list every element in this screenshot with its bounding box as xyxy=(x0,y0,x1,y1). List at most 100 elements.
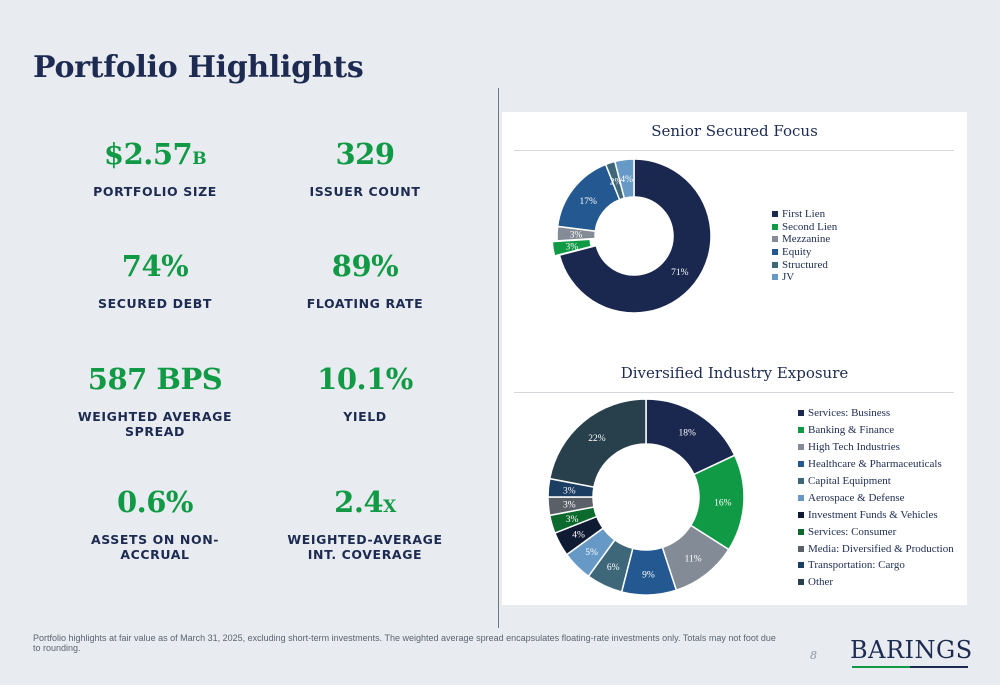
stat-assets-on-non-accrual: 0.6% ASSETS ON NON-ACCRUAL xyxy=(55,485,255,562)
legend-item-media-diversified-production: Media: Diversified & Production xyxy=(798,540,954,557)
data-label-first-lien: 71% xyxy=(671,268,689,278)
data-label-jv: 4% xyxy=(620,175,633,185)
data-label-services-consumer: 3% xyxy=(566,515,579,525)
stat-issuer-count: 329 ISSUER COUNT xyxy=(265,137,465,199)
stat-floating-rate: 89% FLOATING RATE xyxy=(265,249,465,311)
legend-swatch xyxy=(798,427,804,434)
legend-label: Services: Business xyxy=(808,407,891,420)
senior-secured-donut-chart: 71% 3%3% 17% 2%4% xyxy=(551,158,712,314)
stat-secured-debt: 74% SECURED DEBT xyxy=(55,249,255,311)
stat-value: 587 BPS xyxy=(87,362,223,396)
legend-label: Services: Consumer xyxy=(808,525,897,538)
charts-panel: Senior Secured Focus 71% 3% 3% 17% 2% 4% Firs… xyxy=(502,112,967,605)
legend-item-banking-finance: Banking & Finance xyxy=(798,422,954,439)
legend-item-second-lien: Second Lien xyxy=(772,221,837,234)
legend-label: Banking & Finance xyxy=(808,424,895,437)
stat-label: SECURED DEBT xyxy=(98,296,212,311)
legend-label: Capital Equipment xyxy=(808,475,891,487)
legend-item-aerospace-defense: Aerospace & Defense xyxy=(798,489,954,506)
stat-weighted-average-spread: 587 BPS WEIGHTED AVERAGE SPREAD xyxy=(55,362,255,439)
legend-swatch xyxy=(798,444,804,451)
legend-item-structured: Structured xyxy=(772,258,837,271)
legend-item-services-business: Services: Business xyxy=(798,405,954,422)
stat-label: ASSETS ON NON-ACCRUAL xyxy=(90,532,220,562)
legend-item-services-consumer: Services: Consumer xyxy=(798,523,954,540)
slice-jv xyxy=(613,158,635,200)
legend-label: Healthcare & Pharmaceuticals xyxy=(808,458,942,471)
legend-swatch xyxy=(772,236,778,243)
stat-label: PORTFOLIO SIZE xyxy=(93,184,217,199)
data-label-healthcare-pharmaceuticals: 9% xyxy=(642,570,655,580)
stat-value: 10.1% xyxy=(317,362,413,396)
data-label-media-diversified-production: 3% xyxy=(563,501,576,511)
logo-bar-green xyxy=(852,666,910,668)
legend-label: Structured xyxy=(782,258,828,271)
legend-swatch xyxy=(798,528,804,535)
logo-bar-navy xyxy=(910,666,968,668)
chart-title-senior-secured: Senior Secured Focus xyxy=(651,122,818,140)
industry-exposure-legend: Services: Business Banking & Finance High … xyxy=(798,405,954,591)
stat-label: ISSUER COUNT xyxy=(309,184,421,199)
legend-label: Media: Diversified & Production xyxy=(808,542,954,555)
legend-swatch xyxy=(772,211,778,218)
legend-swatch xyxy=(772,274,778,281)
stat-label: WEIGHTED-AVERAGE INT. COVERAGE xyxy=(287,532,443,562)
stat-value: 74% xyxy=(121,249,189,283)
legend-swatch xyxy=(798,494,804,501)
stat-label: WEIGHTED AVERAGE SPREAD xyxy=(77,409,233,439)
data-label-second-lien: 3% xyxy=(565,242,578,252)
stat-value: 329 xyxy=(335,137,395,171)
stat-value: 0.6% xyxy=(116,485,194,519)
legend-item-jv: JV xyxy=(772,271,837,284)
senior-secured-legend: First Lien Second Lien Mezzanine Equity Stru… xyxy=(772,208,837,284)
legend-label: Transportation: Cargo xyxy=(808,559,905,572)
legend-item-healthcare-pharmaceuticals: Healthcare & Pharmaceuticals xyxy=(798,456,954,473)
data-label-capital-equipment: 6% xyxy=(607,563,620,573)
data-label-services-business: 18% xyxy=(679,428,697,438)
chart-title-rule xyxy=(514,392,954,393)
legend-label: Second Lien xyxy=(782,220,838,233)
legend-swatch xyxy=(798,410,804,417)
page-number: 8 xyxy=(810,649,817,662)
data-label-structured: 2% xyxy=(610,177,623,187)
industry-exposure-donut-chart: 18% 16% 11% 9% 6% 5%4% 3% 3% 3% 22% xyxy=(547,398,745,596)
legend-swatch xyxy=(798,478,804,484)
data-label-mezzanine: 3% xyxy=(570,231,583,241)
legend-label: First Lien xyxy=(782,208,826,221)
data-label-equity: 17% xyxy=(579,197,597,207)
data-label-investment-funds-vehicles: 4% xyxy=(572,531,585,541)
logo-wordmark: BARINGS xyxy=(850,636,973,664)
slice-first-lien xyxy=(558,158,712,314)
legend-swatch xyxy=(772,223,778,230)
legend-swatch xyxy=(798,511,804,518)
legend-label: High Tech Industries xyxy=(808,441,900,454)
legend-item-investment-funds-vehicles: Investment Funds & Vehicles xyxy=(798,506,954,523)
legend-label: Equity xyxy=(782,246,812,259)
vertical-divider xyxy=(498,88,499,628)
slice-other xyxy=(548,398,647,488)
legend-item-mezzanine: Mezzanine xyxy=(772,233,837,246)
stat-yield: 10.1% YIELD xyxy=(265,362,465,424)
legend-item-transportation-cargo: Transportation: Cargo xyxy=(798,557,954,574)
legend-item-equity: Equity xyxy=(772,246,837,259)
page-title: Portfolio Highlights xyxy=(33,50,364,85)
legend-item-other: Other xyxy=(798,574,954,591)
barings-logo: BARINGS xyxy=(850,636,973,672)
legend-label: JV xyxy=(782,271,795,284)
chart-title-rule xyxy=(514,150,954,151)
legend-label: Aerospace & Defense xyxy=(808,491,905,504)
data-label-transportation-cargo: 3% xyxy=(563,486,576,496)
legend-item-high-tech-industries: High Tech Industries xyxy=(798,439,954,456)
stat-label: FLOATING RATE xyxy=(306,296,424,311)
stat-value: $2.57B xyxy=(103,137,207,171)
legend-swatch xyxy=(798,461,804,468)
legend-swatch xyxy=(772,261,778,268)
legend-item-first-lien: First Lien xyxy=(772,208,837,221)
legend-swatch xyxy=(798,545,804,552)
legend-swatch xyxy=(798,579,804,586)
stat-value: 89% xyxy=(331,249,399,283)
data-label-other: 22% xyxy=(588,434,606,444)
stat-value: 2.4X xyxy=(334,485,396,519)
stat-interest-coverage: 2.4X WEIGHTED-AVERAGE INT. COVERAGE xyxy=(265,485,465,562)
chart-title-industry-exposure: Diversified Industry Exposure xyxy=(620,364,849,382)
